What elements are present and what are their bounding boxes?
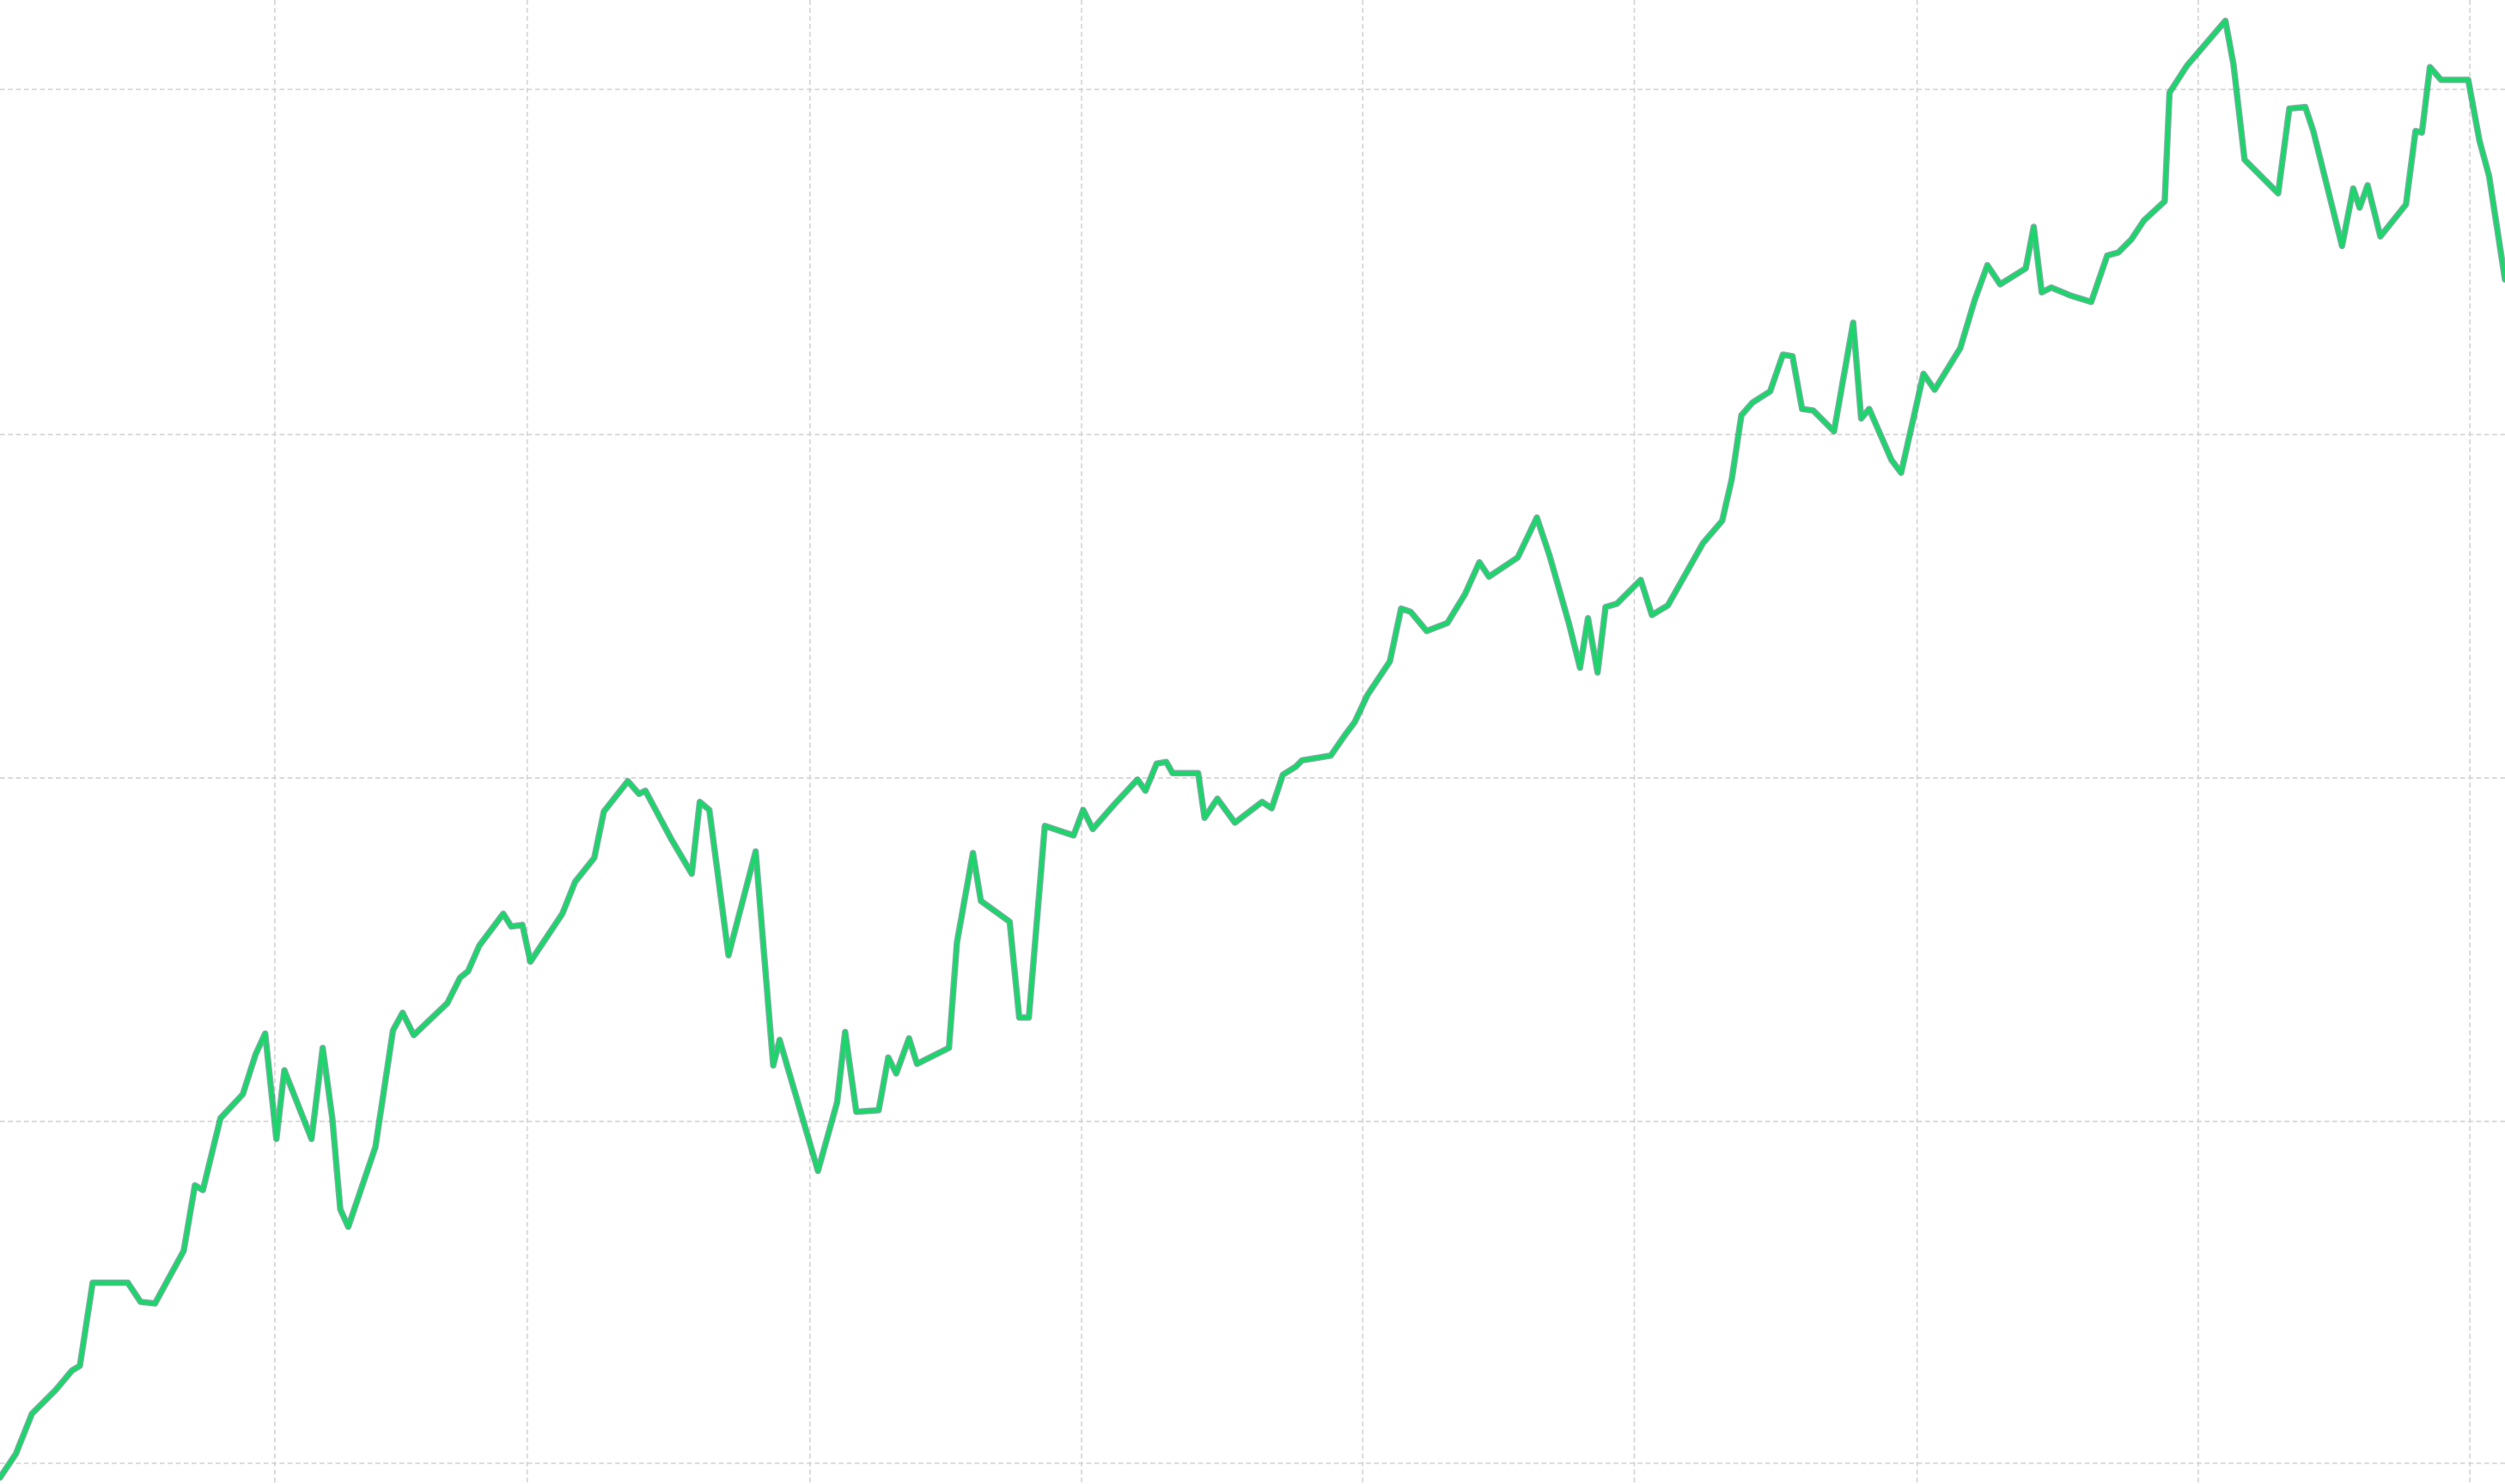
line xyxy=(0,18,2505,1480)
